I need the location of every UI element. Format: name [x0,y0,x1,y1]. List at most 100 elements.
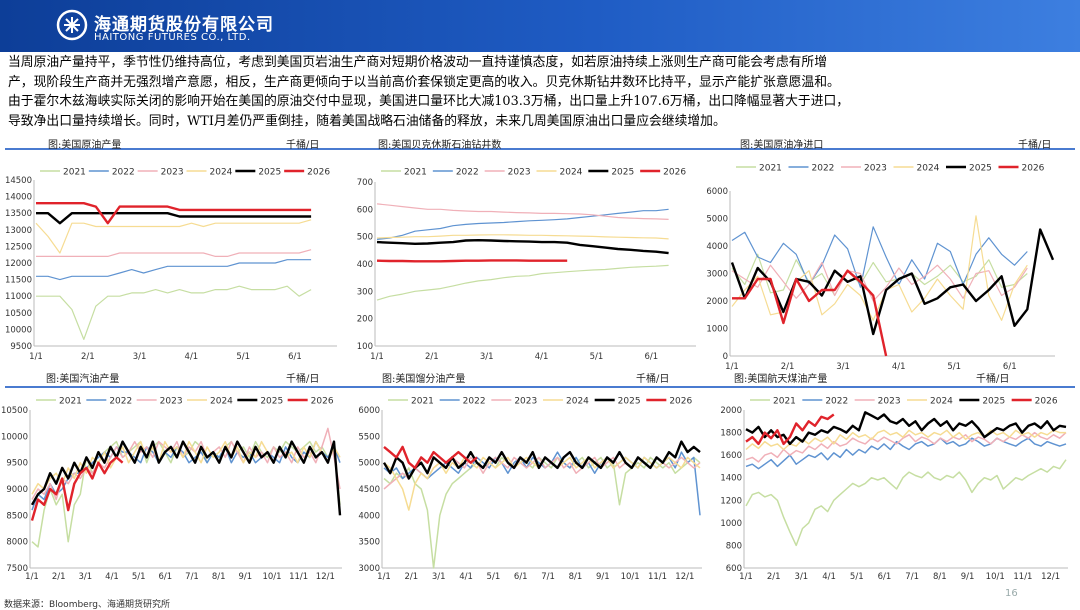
panel-title: 图:美国原油产量 [48,140,122,151]
chart-us-gasoline-production: 2021 2022 2023 2024 2025 2026 7500 8000 8500 9000… [0,390,352,580]
legend-label: 2022 [812,164,835,174]
x-tick-label: 1/1 [739,572,753,580]
series-line-2025 [376,238,669,255]
panel-title: 图:美国原油净进口 [740,140,824,151]
legend-label: 2026 [1022,164,1045,174]
y-tick-label: 700 [357,178,373,188]
panel-title: 图:美国馏分油产量 [382,374,466,385]
legend-label: 2025 [618,397,641,407]
y-tick-label: 1800 [720,429,742,439]
section-divider [5,386,1075,388]
y-tick-label: 100 [357,342,373,352]
series-line-2023 [36,249,312,258]
legend-label: 2022 [825,397,848,407]
y-tick-label: 6000 [706,187,728,197]
series-line-2024 [376,234,669,240]
legend-label: 2021 [404,168,427,178]
y-tick-label: 0 [723,352,728,362]
y-tick-label: 600 [726,564,742,574]
legend-label: 2024 [917,164,940,174]
y-tick-label: 400 [357,260,373,270]
x-tick-label: 9/1 [238,572,252,580]
x-tick-label: 4/1 [892,362,906,370]
legend-label: 2022 [112,168,135,178]
x-tick-label: 5/1 [236,352,250,360]
x-tick-label: 9/1 [596,572,610,580]
panel-unit: 千桶/日 [636,374,670,385]
legend-label: 2026 [669,397,692,407]
y-tick-label: 12500 [5,242,32,252]
x-tick-label: 2/1 [425,352,439,360]
chart-svg: 2021 2022 2023 2024 2025 2026 600 800 1000 1200 14… [720,397,1068,580]
legend-label: 2025 [611,168,634,178]
legend-label: 2021 [63,168,86,178]
y-tick-label: 10500 [1,406,28,416]
x-tick-label: 6/1 [288,352,302,360]
y-tick-label: 14500 [5,176,32,186]
x-tick-label: 1/1 [25,572,39,580]
y-tick-label: 1600 [720,451,742,461]
series-line-2026 [30,456,124,521]
series-line-2025 [36,212,312,225]
series-line-2021 [383,456,701,569]
legend-label: 2024 [930,397,953,407]
x-tick-label: 1/1 [725,362,739,370]
x-tick-label: 4/1 [459,572,473,580]
x-tick-label: 2/1 [767,572,781,580]
y-tick-label: 3000 [706,270,728,280]
legend-label: 2026 [311,397,334,407]
series-line-2025 [382,440,701,480]
y-tick-label: 10500 [5,309,32,319]
series-line-2022 [745,437,1067,470]
chart-us-distillate-production: 2021 2022 2023 2024 2025 2026 3000 3500 4000 4500… [352,390,712,580]
legend-label: 2023 [878,397,901,407]
chart-svg: 2021 2022 2023 2024 2025 2026 0 1000 2000 3000 400… [706,164,1055,370]
x-tick-label: 6/1 [158,572,172,580]
x-tick-label: 3/1 [480,352,494,360]
legend-label: 2023 [508,168,531,178]
series-line-2021 [36,285,312,340]
series-line-2022 [731,226,1028,288]
x-tick-label: 2/1 [781,362,795,370]
y-tick-label: 2000 [706,297,728,307]
legend-label: 2024 [210,397,233,407]
chart-baker-hughes-oil-rigs: 2021 2022 2023 2024 2025 2026 100 200 300 400 500 6… [345,160,700,360]
x-tick-label: 4/1 [822,572,836,580]
chart-svg: 2021 2022 2023 2024 2025 2026 3000 3500 4000 4500… [358,397,702,580]
legend-label: 2025 [982,397,1005,407]
y-tick-label: 4000 [358,511,380,521]
chart-svg: 2021 2022 2023 2024 2025 2026 100 200 300 400 500 6… [357,168,696,360]
legend-label: 2024 [566,397,589,407]
x-tick-label: 9/1 [961,572,975,580]
series-line-2026 [36,202,312,225]
x-tick-label: 6/1 [514,572,528,580]
legend-label: 2022 [109,397,132,407]
series-line-2021 [745,459,1067,547]
x-tick-label: 11/1 [289,572,308,580]
x-tick-label: 4/1 [105,572,119,580]
series-line-2023 [376,203,669,220]
company-name-en: HAITONG FUTURES CO., LTD. [94,32,251,43]
y-tick-label: 13000 [5,226,32,236]
panel-title: 图:美国贝克休斯石油钻井数 [378,140,502,151]
y-tick-label: 1200 [720,496,742,506]
legend-label: 2023 [160,397,183,407]
y-tick-label: 5500 [358,432,380,442]
series-line-2023 [31,427,341,501]
y-tick-label: 3000 [358,564,380,574]
x-tick-label: 3/1 [795,572,809,580]
y-tick-label: 9500 [10,342,32,352]
series-line-2023 [731,261,1028,302]
series-line-2026 [745,413,835,446]
y-tick-label: 8000 [6,538,28,548]
x-tick-label: 10/1 [262,572,281,580]
y-tick-label: 11000 [5,292,32,302]
series-line-2022 [36,259,312,281]
x-tick-label: 7/1 [541,572,555,580]
y-tick-label: 7500 [6,564,28,574]
legend-label: 2022 [456,168,479,178]
series-line-2025 [30,440,342,516]
x-tick-label: 5/1 [132,572,146,580]
y-tick-label: 9000 [6,485,28,495]
series-line-2022 [376,208,669,240]
